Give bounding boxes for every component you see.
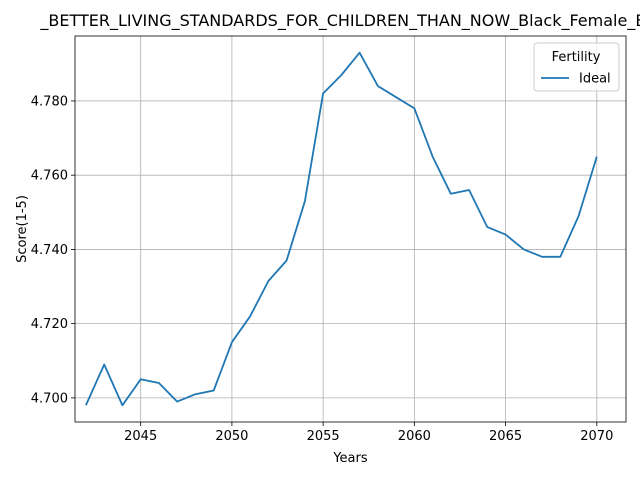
series-layer	[85, 51, 598, 407]
x-tick-label: 2060	[398, 429, 431, 444]
x-tick-label: 2065	[489, 429, 522, 444]
x-axis-label: Years	[332, 451, 368, 466]
y-tick-label: 4.760	[31, 169, 68, 184]
x-tick-label: 2045	[124, 429, 157, 444]
y-axis-ticks: 4.700 4.720 4.740 4.760 4.780	[31, 94, 75, 406]
y-tick-label: 4.780	[31, 94, 68, 109]
y-axis-label: Score(1-5)	[15, 195, 30, 263]
legend-label-ideal: Ideal	[579, 72, 611, 87]
x-tick-label: 2070	[580, 429, 613, 444]
chart-title: _BETTER_LIVING_STANDARDS_FOR_CHILDREN_TH…	[39, 11, 640, 31]
legend: Fertility Ideal	[533, 42, 620, 92]
plot-frame	[74, 35, 627, 423]
x-tick-label: 2055	[307, 429, 340, 444]
legend-title: Fertility	[552, 50, 601, 65]
y-tick-label: 4.720	[31, 317, 68, 332]
grid-lines	[75, 36, 626, 422]
x-tick-label: 2050	[215, 429, 248, 444]
y-tick-label: 4.740	[31, 243, 68, 258]
y-tick-label: 4.700	[31, 391, 68, 406]
legend-box	[533, 42, 620, 92]
x-axis-ticks: 2045 2050 2055 2060 2065 2070	[124, 422, 613, 444]
series-line-ideal	[85, 51, 598, 407]
